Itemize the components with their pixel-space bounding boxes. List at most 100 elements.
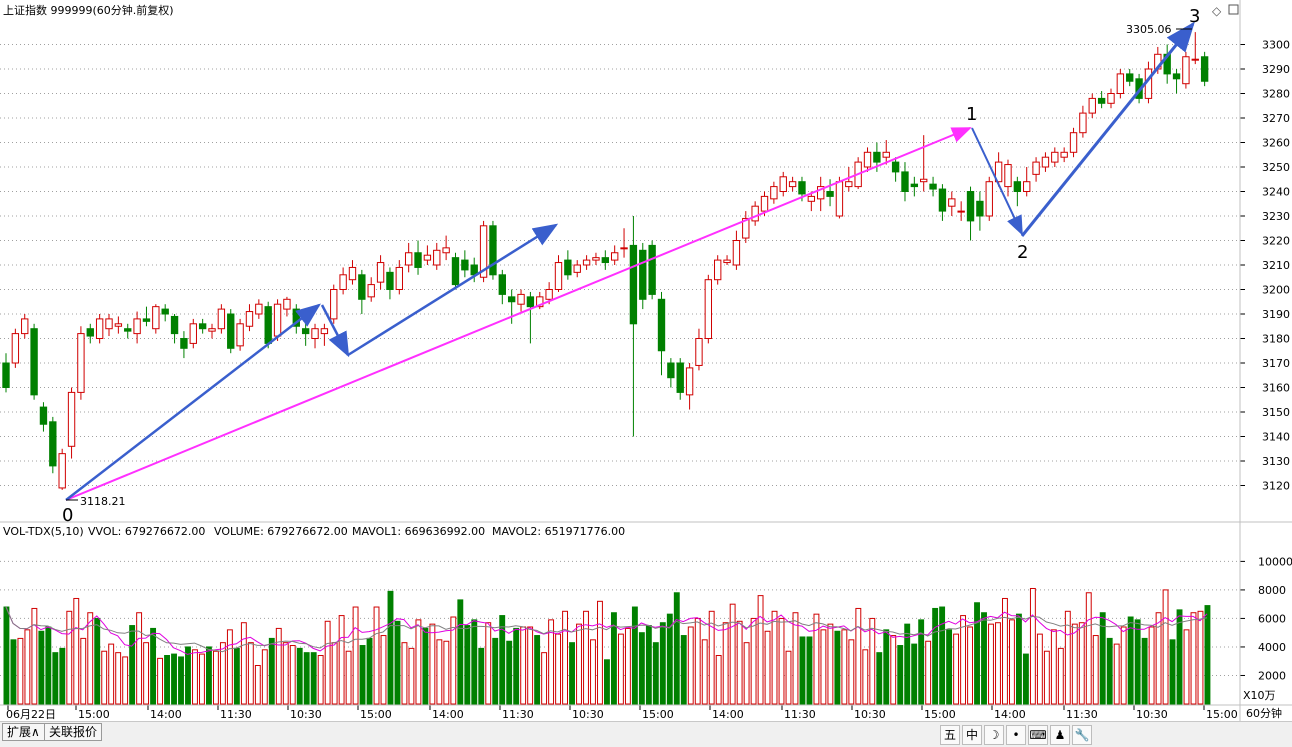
- volume-bar: [261, 649, 268, 705]
- candle: [30, 323, 38, 400]
- magenta-trend-arrow: [65, 127, 972, 501]
- volume-bar: [254, 664, 261, 705]
- volume-bar: [226, 629, 233, 705]
- volume-bar: [122, 656, 129, 705]
- volume-bar: [694, 617, 701, 705]
- bottom-bar: 扩展∧ 关联报价 五 中 ☽ • ⌨ ♟ 🔧: [0, 721, 1292, 747]
- price-tick-label: 3280: [1262, 88, 1290, 101]
- time-tick-label: 14:00: [994, 708, 1026, 721]
- volume-bar: [289, 645, 296, 705]
- volume-bar: [429, 623, 436, 705]
- candle: [938, 184, 947, 221]
- candle: [1191, 32, 1199, 65]
- volume-bar: [1036, 633, 1043, 705]
- candle: [667, 358, 675, 388]
- volume-bar: [66, 610, 73, 705]
- volume-bar: [855, 607, 862, 705]
- volume-bar: [317, 655, 324, 705]
- volume-bar: [890, 635, 897, 705]
- volume-bar: [785, 650, 792, 705]
- candle: [948, 191, 956, 216]
- volume-bar: [352, 606, 359, 705]
- volume-bar: [904, 623, 911, 705]
- volume-bar: [24, 629, 31, 705]
- price-axis: 3120 3130 3140 3150 3160 3170 3180 3190 3200 3210…: [1240, 39, 1290, 493]
- candle: [891, 157, 900, 182]
- volume-bar: [45, 626, 52, 705]
- dot-icon[interactable]: •: [1006, 725, 1026, 745]
- price-candles: [2, 32, 1209, 490]
- time-tick-label: 11:30: [502, 708, 534, 721]
- tab-extend[interactable]: 扩展∧: [2, 723, 45, 741]
- candle: [695, 328, 703, 371]
- volume-axis: 2000 4000 6000 8000 10000: [1240, 555, 1292, 682]
- mavol1-value: MAVOL1: 669636992.00: [352, 525, 485, 538]
- user-icon[interactable]: ♟: [1050, 725, 1070, 745]
- vvol-value: VVOL: 679276672.00: [88, 525, 205, 538]
- five-icon[interactable]: 五: [940, 725, 960, 745]
- volume-tick-label: 2000: [1258, 669, 1286, 682]
- volume-bar: [638, 632, 645, 705]
- candle: [320, 323, 329, 346]
- candle: [348, 260, 357, 285]
- volume-bar: [10, 639, 17, 705]
- candle: [95, 314, 104, 344]
- volume-bar: [750, 617, 757, 705]
- tab-related-quotes[interactable]: 关联报价: [44, 723, 103, 741]
- price-tick-label: 3120: [1262, 480, 1290, 493]
- candle: [152, 304, 160, 334]
- keyboard-icon[interactable]: ⌨: [1028, 725, 1048, 745]
- candle: [39, 402, 48, 432]
- candle: [142, 306, 151, 327]
- volume-ma-lines: [5, 606, 1208, 655]
- volume-bar: [1043, 650, 1050, 705]
- candle: [395, 260, 403, 295]
- candle: [1172, 69, 1181, 94]
- candle: [582, 255, 591, 270]
- volume-bar: [17, 637, 24, 705]
- wrench-icon[interactable]: 🔧: [1072, 725, 1092, 745]
- volume-bar: [87, 612, 94, 705]
- mavol2-line: [5, 606, 1208, 653]
- volume-bar: [380, 635, 387, 705]
- candle: [639, 242, 647, 310]
- volume-bar: [192, 649, 198, 705]
- volume-bar: [136, 612, 143, 705]
- volume-bar: [939, 606, 946, 705]
- high-price-label: 3305.06: [1126, 23, 1172, 36]
- candle: [554, 255, 563, 292]
- volume-bar: [38, 630, 45, 705]
- volume-bar: [862, 649, 869, 705]
- candle: [957, 201, 965, 221]
- volume-bar: [541, 652, 548, 705]
- volume-bar: [555, 633, 562, 705]
- volume-bar: [1106, 637, 1113, 705]
- volume-bar: [764, 630, 771, 705]
- candle: [58, 448, 66, 490]
- volume-bar: [1162, 589, 1169, 705]
- volume-bar: [967, 626, 973, 705]
- volume-bar: [583, 610, 589, 705]
- moon-icon[interactable]: ☽: [984, 725, 1004, 745]
- restore-window-icon[interactable]: [1228, 4, 1239, 15]
- volume-bar: [296, 647, 303, 705]
- candle: [564, 250, 572, 280]
- chinese-input-icon[interactable]: 中: [962, 725, 982, 745]
- volume-bar: [645, 625, 652, 705]
- candle: [67, 387, 76, 459]
- diamond-icon[interactable]: ◇: [1212, 4, 1222, 18]
- volume-bar: [101, 650, 108, 705]
- price-tick-label: 3290: [1262, 63, 1290, 76]
- candle: [620, 228, 628, 258]
- volume-bar: [129, 625, 136, 705]
- time-tick-label: 11:30: [784, 708, 816, 721]
- volume-bar: [617, 633, 624, 705]
- candle: [1051, 147, 1059, 167]
- volume-bar: [373, 606, 380, 705]
- volume-bar: [1134, 619, 1141, 705]
- volume-bar: [275, 627, 282, 705]
- candle: [629, 216, 638, 437]
- volume-bar: [205, 646, 212, 705]
- volume-bar: [841, 629, 848, 705]
- candle: [330, 284, 338, 324]
